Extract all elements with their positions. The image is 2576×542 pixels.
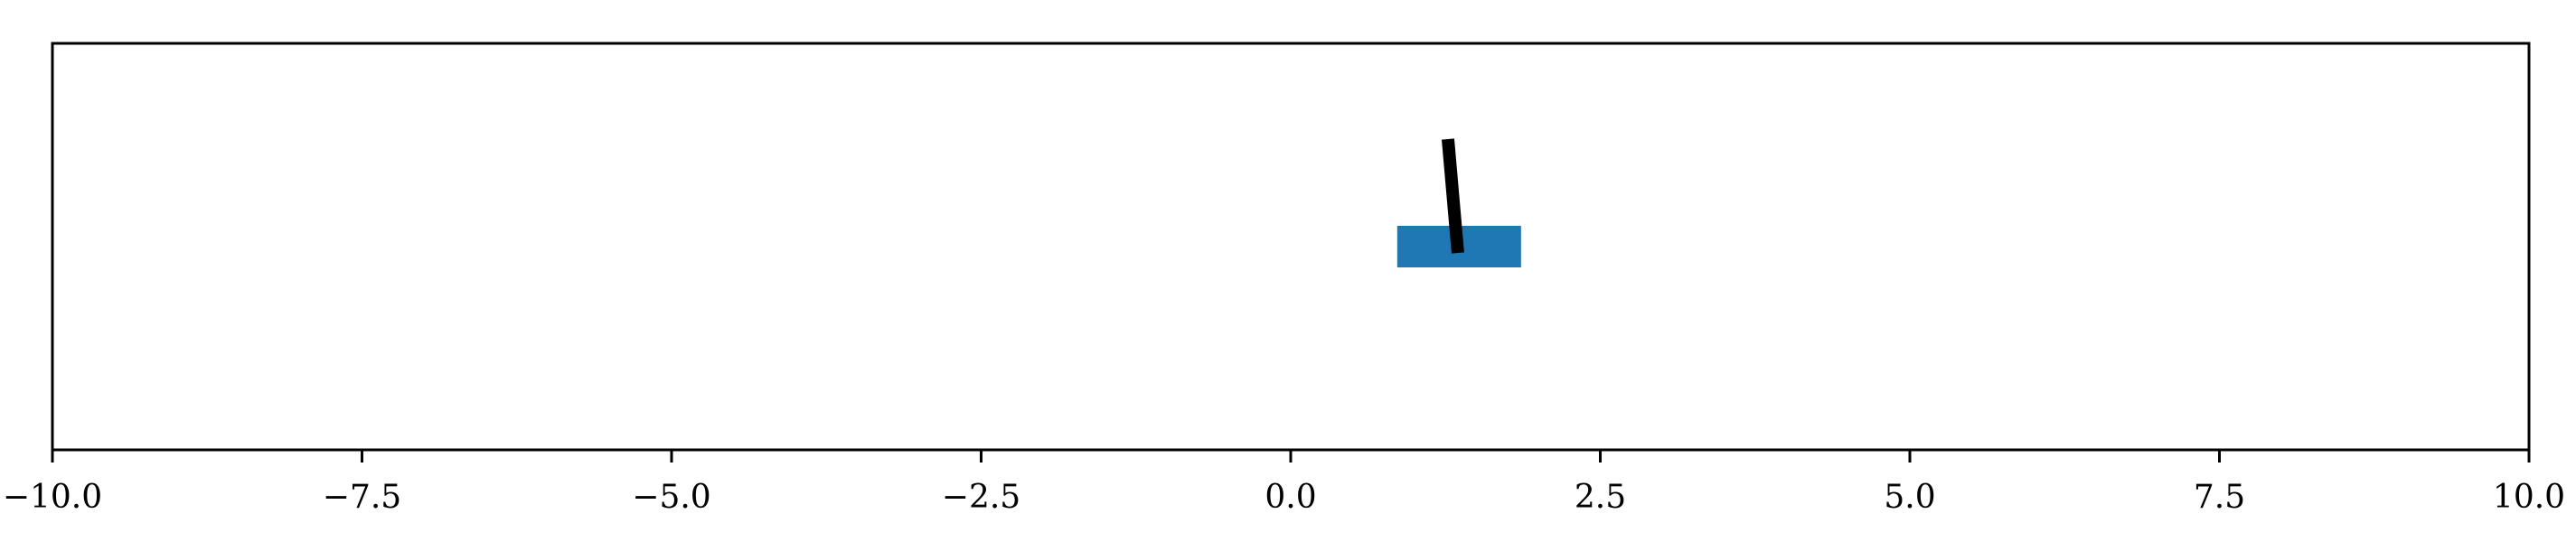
x-tick-label: −7.5: [323, 479, 401, 516]
x-tick-label: −10.0: [3, 479, 102, 516]
x-tick-label: −2.5: [942, 479, 1020, 516]
x-tick-label: 0.0: [1264, 479, 1316, 516]
x-tick-label: 2.5: [1575, 479, 1626, 516]
plot-frame: [51, 42, 2531, 452]
x-tick-label: −5.0: [632, 479, 710, 516]
pole-line: [1442, 138, 1464, 254]
x-tick-label: 7.5: [2194, 479, 2245, 516]
x-axis: −10.0 −7.5 −5.0 −2.5 0.0 2.5 5.0 7.5 10.0: [3, 450, 2565, 516]
x-tick-label: 5.0: [1884, 479, 1935, 516]
x-tick-label: 10.0: [2493, 479, 2565, 516]
